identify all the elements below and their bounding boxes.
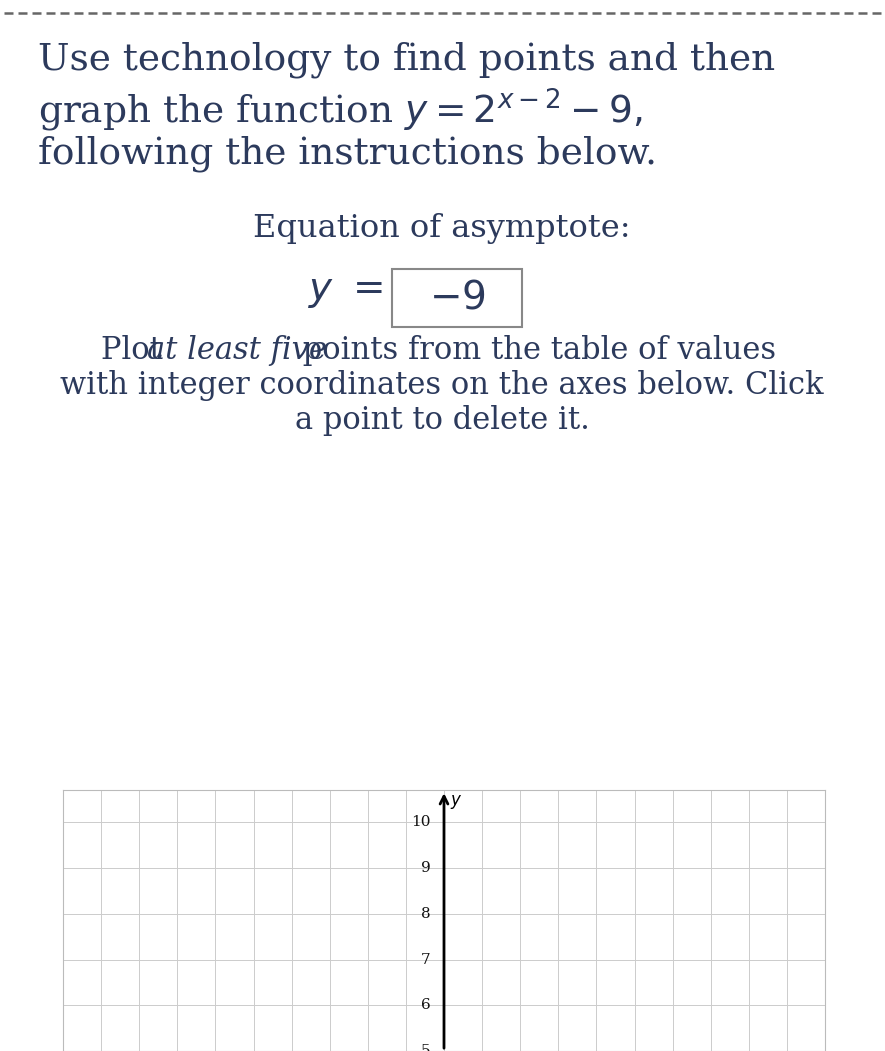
Text: Plot: Plot	[101, 335, 172, 366]
Text: following the instructions below.: following the instructions below.	[38, 135, 657, 171]
Text: 9: 9	[421, 861, 431, 875]
Text: Use technology to find points and then: Use technology to find points and then	[38, 41, 775, 78]
Text: 5: 5	[421, 1044, 431, 1051]
Text: $\mathit{y}\ =$: $\mathit{y}\ =$	[308, 273, 382, 310]
Text: at least five: at least five	[147, 335, 327, 366]
Text: points from the table of values: points from the table of values	[293, 335, 776, 366]
Text: $-9$: $-9$	[428, 280, 485, 316]
Text: 6: 6	[421, 998, 431, 1012]
Text: $y$: $y$	[450, 792, 462, 810]
Text: graph the function $\mathit{y} = 2^{x-2} - 9,$: graph the function $\mathit{y} = 2^{x-2}…	[38, 87, 643, 135]
Text: a point to delete it.: a point to delete it.	[295, 405, 589, 436]
Text: 7: 7	[421, 952, 431, 967]
Text: 8: 8	[421, 907, 431, 921]
Text: 10: 10	[412, 816, 431, 829]
Text: Equation of asymptote:: Equation of asymptote:	[253, 213, 631, 244]
Text: with integer coordinates on the axes below. Click: with integer coordinates on the axes bel…	[60, 370, 824, 401]
Bar	[392, 269, 522, 327]
